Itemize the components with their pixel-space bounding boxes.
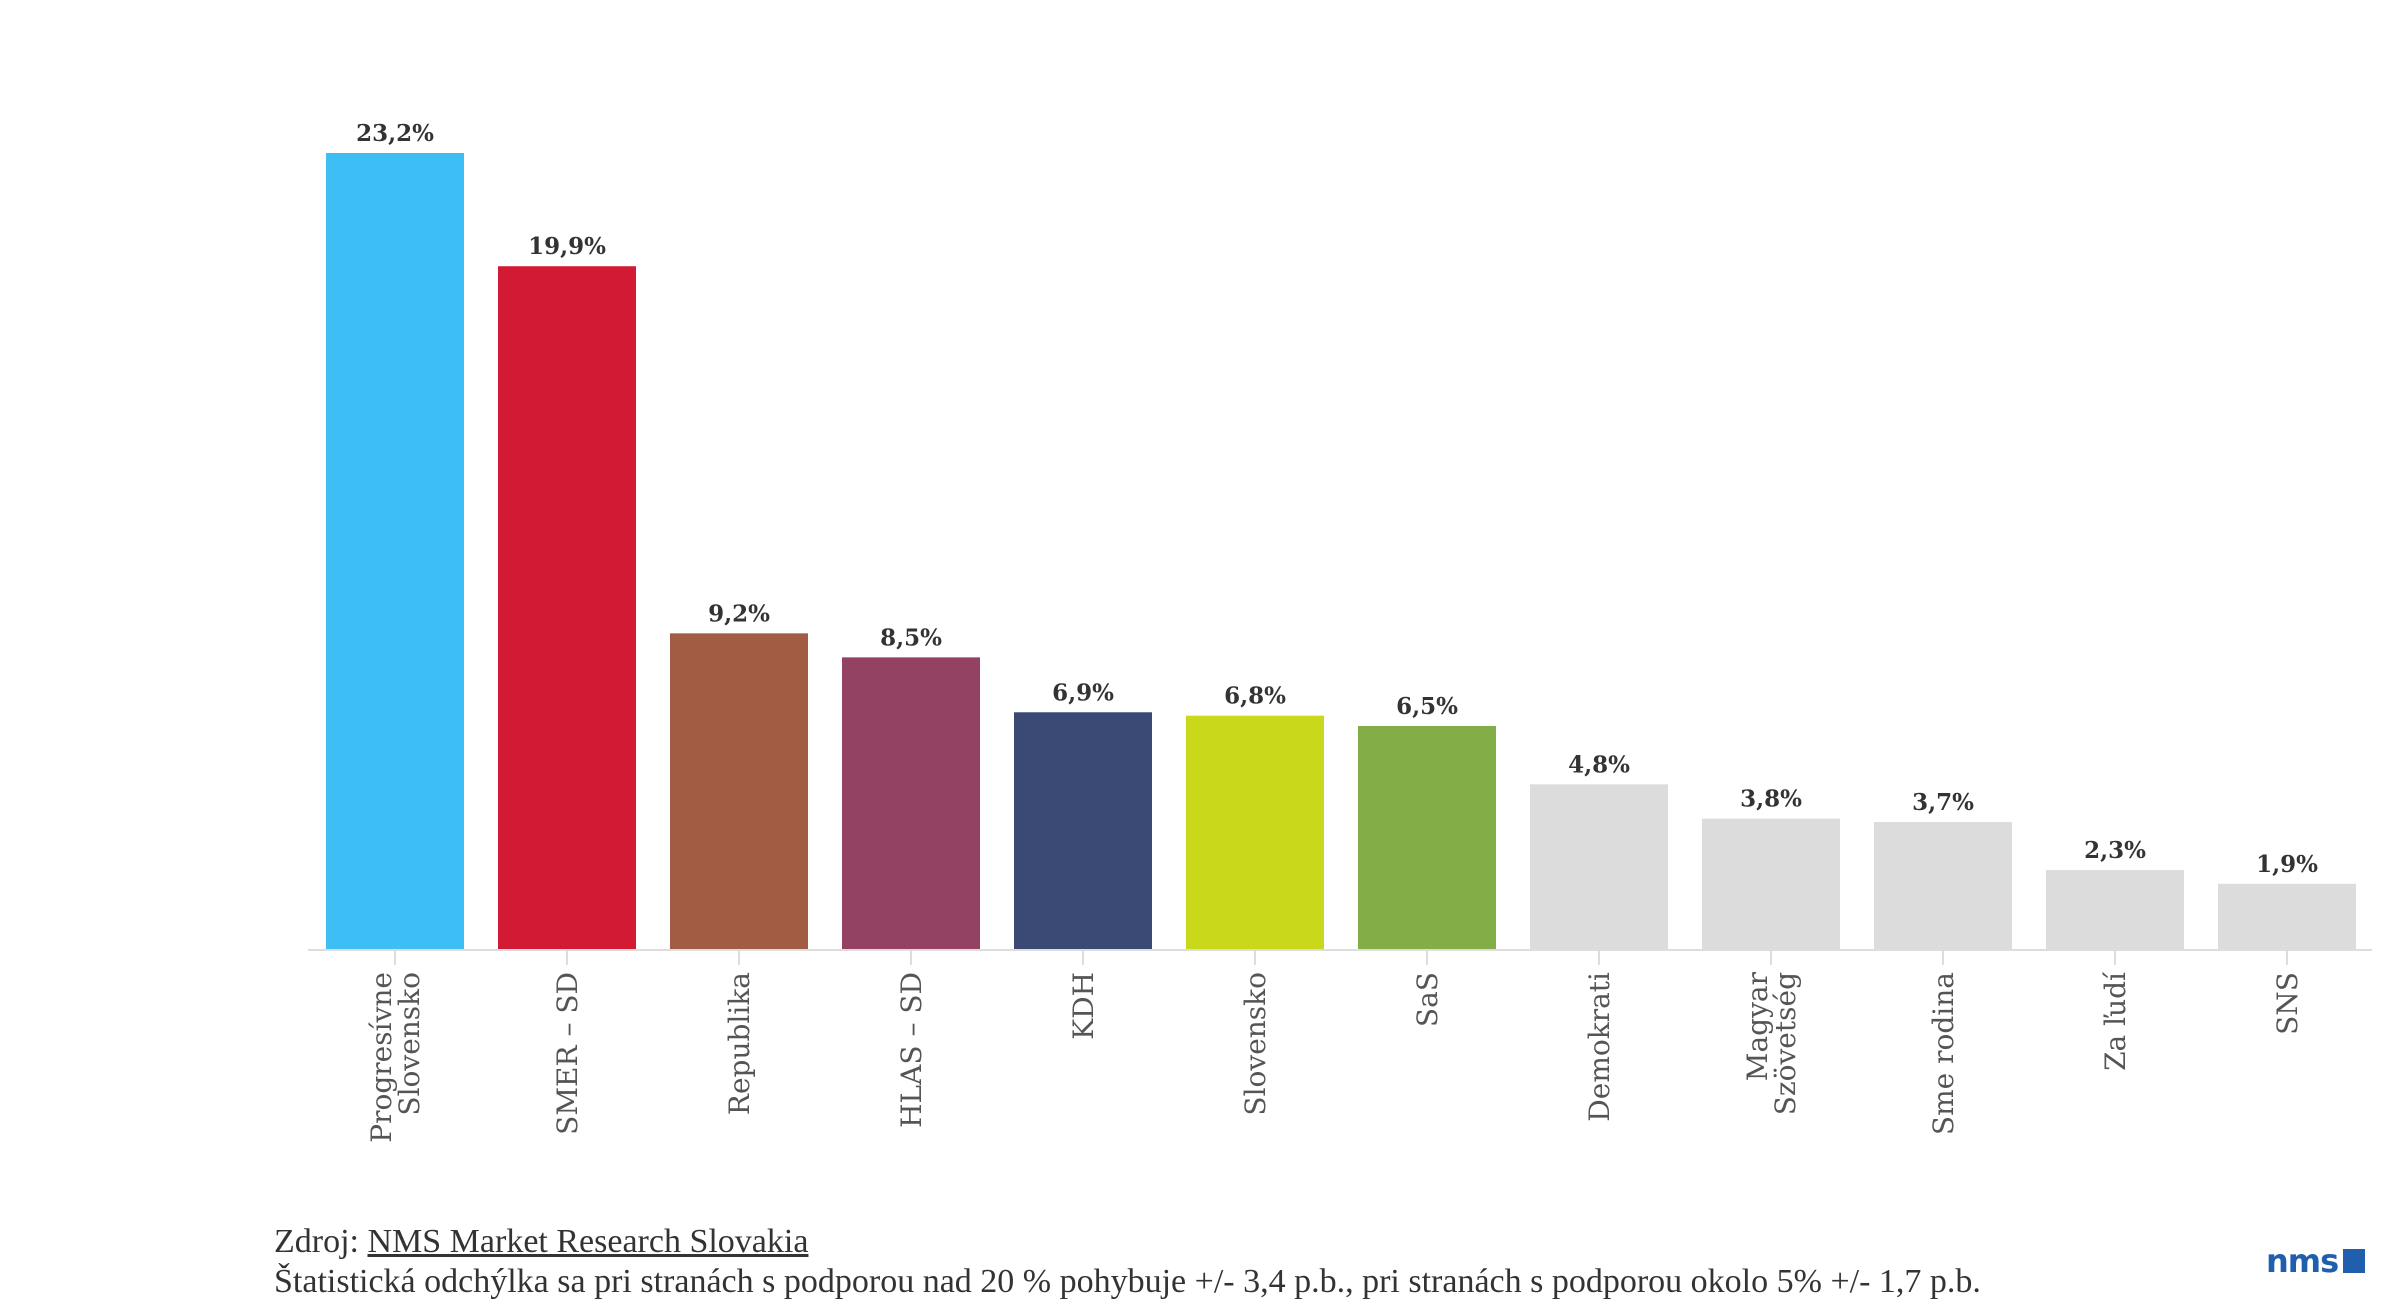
- x-tick-label-line: Progresívne: [365, 972, 398, 1143]
- x-tick-label: Republika: [723, 972, 756, 1115]
- x-tick-label: HLAS – SD: [895, 972, 928, 1128]
- x-tick-label: KDH: [1067, 972, 1100, 1040]
- bar: [1530, 784, 1668, 949]
- bar: [1014, 712, 1152, 949]
- margin-of-error-note: Štatistická odchýlka sa pri stranách s p…: [274, 1263, 1981, 1300]
- bar: [1874, 822, 2012, 949]
- bar: [1186, 715, 1324, 949]
- bar: [670, 633, 808, 949]
- data-label: 9,2%: [708, 600, 770, 627]
- data-label: 6,8%: [1224, 683, 1286, 710]
- x-tick-label-line: SNS: [2271, 972, 2304, 1035]
- x-tick-label-line: Republika: [723, 972, 756, 1115]
- x-tick-label-line: Sme rodina: [1927, 972, 1960, 1135]
- nms-logo: nms: [2266, 1242, 2366, 1280]
- x-tick-label: SaS: [1411, 972, 1444, 1027]
- x-tick-label: ProgresívneSlovensko: [365, 972, 426, 1143]
- data-label: 19,9%: [528, 233, 606, 260]
- x-tick-label-line: Slovensko: [393, 972, 426, 1116]
- bar: [326, 153, 464, 949]
- bar: [842, 657, 980, 949]
- data-label: 1,9%: [2256, 851, 2318, 878]
- bar: [1358, 725, 1496, 949]
- x-tick-label: SNS: [2271, 972, 2304, 1035]
- bar: [2046, 870, 2184, 949]
- x-tick-label-line: SaS: [1411, 972, 1444, 1027]
- source-line: Zdroj: NMS Market Research Slovakia: [274, 1222, 1981, 1262]
- x-tick-label-line: Za ľudí: [2099, 971, 2132, 1071]
- source-prefix: Zdroj:: [274, 1223, 368, 1260]
- bar: [498, 266, 636, 950]
- bar: [1702, 818, 1840, 949]
- x-tick-label: Slovensko: [1239, 972, 1272, 1116]
- x-tick-label-line: KDH: [1067, 972, 1100, 1040]
- bar: [2218, 883, 2356, 949]
- data-label: 4,8%: [1568, 751, 1630, 778]
- x-tick-label-line: SMER – SD: [551, 972, 584, 1135]
- x-tick-label: SMER – SD: [551, 972, 584, 1135]
- x-tick-label-line: Slovensko: [1239, 972, 1272, 1116]
- data-label: 3,8%: [1740, 786, 1802, 813]
- chart-footer: Zdroj: NMS Market Research Slovakia Štat…: [274, 1222, 1981, 1302]
- data-label: 8,5%: [880, 624, 942, 651]
- x-tick-label: MagyarSzövetség: [1741, 971, 1802, 1115]
- data-label: 6,5%: [1396, 693, 1458, 720]
- x-tick-label-line: Demokrati: [1583, 972, 1616, 1122]
- x-tick-label-line: Szövetség: [1769, 972, 1802, 1115]
- data-label: 6,9%: [1052, 679, 1114, 706]
- logo-text: nms: [2266, 1242, 2339, 1280]
- x-tick-label: Demokrati: [1583, 972, 1616, 1122]
- data-label: 23,2%: [356, 120, 434, 147]
- data-label: 2,3%: [2084, 837, 2146, 864]
- x-tick-label: Sme rodina: [1927, 972, 1960, 1135]
- x-tick-label: Za ľudí: [2099, 971, 2132, 1071]
- data-label: 3,7%: [1912, 789, 1974, 816]
- x-tick-label-line: Magyar: [1741, 971, 1774, 1081]
- x-tick-label-line: HLAS – SD: [895, 972, 928, 1128]
- logo-square-icon: [2343, 1249, 2366, 1273]
- source-link[interactable]: NMS Market Research Slovakia: [367, 1223, 809, 1260]
